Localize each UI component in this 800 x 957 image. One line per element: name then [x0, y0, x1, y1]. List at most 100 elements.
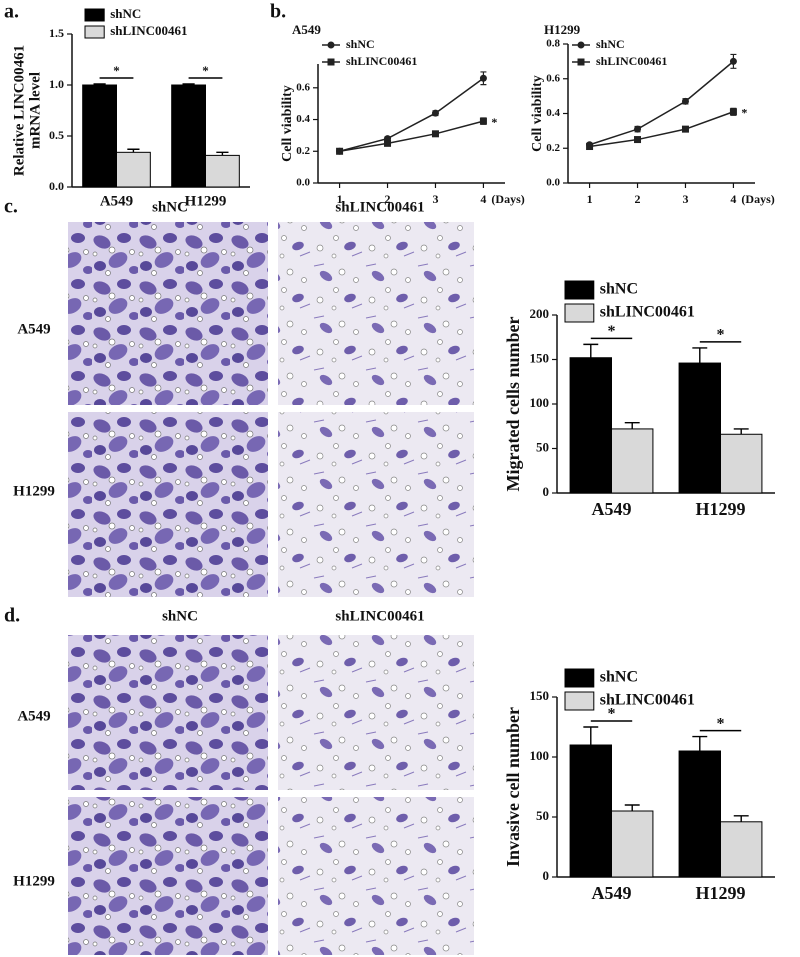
micrograph — [68, 797, 268, 955]
y-tick-label: 0.0 — [546, 177, 560, 189]
error-bar — [692, 347, 708, 364]
legend-label: shNC — [600, 281, 638, 298]
marker — [729, 108, 737, 116]
legend-swatch — [84, 8, 105, 22]
bar — [611, 428, 654, 494]
error-bar — [583, 343, 599, 358]
error-bar — [692, 735, 708, 751]
y-tick-label: 0.0 — [49, 179, 64, 193]
y-tick-label: 150 — [530, 350, 550, 365]
row-label: A549 — [17, 708, 50, 724]
significance-star: * — [717, 327, 725, 344]
y-axis-label: Invasive cell number — [503, 707, 523, 867]
y-tick-label: 0.6 — [546, 72, 560, 84]
y-tick-label: 1.0 — [49, 77, 64, 91]
series-line — [589, 111, 734, 148]
panel-label: a. — [4, 1, 19, 23]
micrograph — [68, 635, 268, 790]
x-tick-label: 2 — [635, 192, 641, 206]
x-tick-label: 1 — [587, 192, 593, 206]
error-bar — [583, 726, 599, 745]
bar — [116, 151, 151, 188]
y-tick-label: 1.5 — [49, 26, 64, 40]
x-tick-label: 1 — [337, 192, 343, 206]
bar — [569, 357, 613, 494]
legend-marker — [327, 41, 335, 49]
error-bar — [733, 815, 749, 822]
legend-label: shNC — [596, 37, 625, 51]
micrograph — [278, 635, 474, 790]
significance-star: * — [202, 63, 209, 78]
series-line — [339, 120, 484, 153]
bar — [82, 84, 117, 188]
y-axis-label: mRNA level — [27, 72, 43, 149]
x-tick-label: 3 — [682, 192, 688, 206]
legend-swatch — [564, 668, 595, 688]
marker — [336, 147, 344, 155]
marker — [431, 130, 439, 138]
x-tick-label: H1299 — [185, 193, 227, 209]
legend-swatch — [564, 691, 595, 711]
y-tick-label: 100 — [530, 748, 550, 763]
y-tick-label: 0.8 — [546, 38, 560, 50]
micrograph — [278, 412, 474, 597]
error-bar — [624, 804, 640, 811]
micrograph — [68, 412, 268, 597]
legend-swatch — [564, 280, 595, 300]
row-label: H1299 — [13, 873, 55, 889]
y-tick-label: 0.6 — [296, 81, 310, 93]
legend-label: shNC — [110, 6, 141, 21]
panel-label: b. — [270, 1, 286, 23]
bar — [720, 821, 763, 878]
error-bar — [127, 148, 140, 153]
micrographs-d — [68, 635, 474, 955]
x-tick-label: 4 — [730, 192, 736, 206]
column-label: shLINC00461 — [335, 608, 424, 624]
bar — [720, 433, 763, 494]
legend-label: shLINC00461 — [600, 692, 695, 709]
marker — [431, 109, 439, 117]
bar — [611, 810, 654, 878]
x-tick-label: 3 — [432, 192, 438, 206]
y-tick-label: 100 — [530, 395, 550, 410]
x-axis-label: (Days) — [741, 192, 774, 206]
series-line — [339, 77, 484, 152]
chart-title: A549 — [292, 22, 321, 37]
error-bar — [733, 428, 749, 435]
significance-star: * — [608, 706, 616, 723]
y-tick-label: 0.4 — [546, 107, 560, 119]
legend-marker — [327, 58, 335, 66]
y-tick-label: 200 — [530, 306, 550, 321]
column-label: shNC — [152, 199, 188, 215]
marker — [479, 74, 487, 82]
y-axis-label: Relative LINC00461 — [11, 45, 27, 176]
x-tick-label: 4 — [480, 192, 486, 206]
bar — [171, 84, 206, 188]
bar — [569, 744, 613, 878]
bar — [678, 362, 722, 494]
column-label: shLINC00461 — [335, 199, 424, 215]
y-axis-label: Migrated cells number — [503, 317, 523, 492]
legend-label: shLINC00461 — [596, 54, 667, 68]
y-tick-label: 0.4 — [296, 113, 310, 125]
micrograph — [278, 222, 474, 405]
significance-star: * — [717, 715, 725, 732]
column-label: shNC — [162, 608, 198, 624]
x-tick-label: 2 — [385, 192, 391, 206]
error-bar — [182, 83, 195, 85]
y-tick-label: 0.2 — [296, 145, 310, 157]
x-axis-label: (Days) — [491, 192, 524, 206]
legend-label: shNC — [600, 669, 638, 686]
y-tick-label: 0 — [543, 868, 550, 883]
x-tick-label: A549 — [100, 193, 133, 209]
x-tick-label: A549 — [592, 883, 632, 903]
micrographs-c — [68, 222, 474, 597]
panel-label: c. — [4, 196, 18, 218]
marker — [729, 57, 737, 65]
marker — [634, 125, 642, 133]
micrograph — [68, 222, 268, 405]
legend-marker — [577, 41, 585, 49]
marker — [681, 97, 689, 105]
annotation: * — [741, 106, 747, 120]
